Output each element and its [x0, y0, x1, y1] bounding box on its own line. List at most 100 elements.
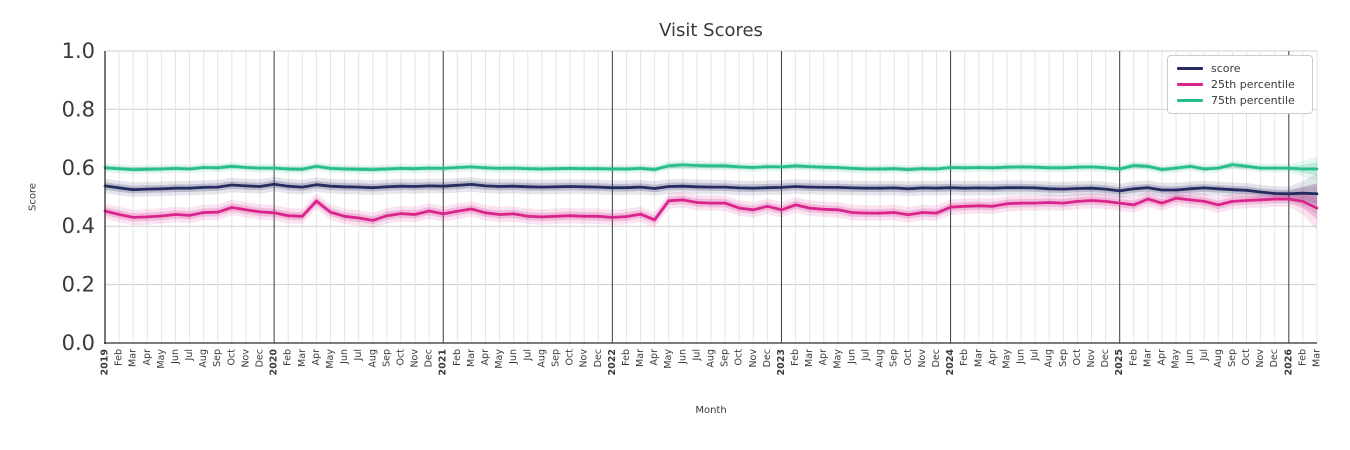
x-tick-label: Nov [748, 349, 759, 368]
x-tick-label: Feb [959, 349, 970, 366]
legend-item-75th-percentile: 75th percentile [1177, 94, 1303, 107]
x-tick-label: May [1001, 349, 1012, 369]
x-tick-label: Jun [1016, 349, 1027, 365]
x-tick-label: Sep [889, 349, 900, 367]
x-tick-label: Apr [818, 349, 829, 366]
y-axis-label: Score [27, 182, 39, 212]
x-tick-label: Jul [522, 349, 533, 361]
25th-percentile-line [103, 196, 1319, 222]
x-tick-label: Oct [565, 349, 576, 366]
x-tick-label: Dec [424, 349, 435, 367]
x-tick-label: Aug [536, 349, 547, 368]
x-tick-label: 2023 [776, 349, 787, 375]
x-tick-label: Aug [1213, 349, 1224, 368]
x-tick-label: Jun [170, 349, 181, 365]
x-tick-label: Apr [1156, 349, 1167, 366]
x-tick-label: Jun [1185, 349, 1196, 365]
x-tick-label: Sep [212, 349, 223, 367]
x-tick-label: Aug [706, 349, 717, 368]
x-tick-label: Mar [297, 349, 308, 367]
y-tick-label: 0.2 [62, 273, 95, 297]
x-tick-label: Dec [931, 349, 942, 367]
legend-label-25th-percentile: 25th percentile [1211, 78, 1295, 91]
x-tick-label: May [832, 349, 843, 369]
75th-percentile-band [105, 162, 1317, 176]
x-tick-label: Nov [240, 349, 251, 368]
x-tick-label: May [1171, 349, 1182, 369]
x-tick-label: Dec [593, 349, 604, 367]
x-tick-label: Jul [184, 349, 195, 361]
score-line-swatch-icon [1177, 67, 1203, 70]
x-tick-label: 2022 [607, 349, 618, 375]
x-tick-label: May [663, 349, 674, 369]
x-tick-label: Jun [508, 349, 519, 365]
x-tick-label: Mar [973, 349, 984, 367]
x-tick-label: Feb [452, 349, 463, 366]
25th-percentile-band [105, 194, 1317, 225]
score-band-outer [105, 173, 1317, 214]
x-tick-label: Jul [1030, 349, 1041, 361]
25th-percentile-band-outer [105, 186, 1317, 230]
x-tick-label: Jul [353, 349, 364, 361]
x-tick-label: Feb [114, 349, 125, 366]
x-tick-label: Jun [846, 349, 857, 365]
x-tick-label: Jul [691, 349, 702, 361]
x-tick-label: Feb [621, 349, 632, 366]
x-tick-label: Feb [1128, 349, 1139, 366]
x-tick-label: 2024 [945, 349, 956, 376]
x-tick-label: 2020 [269, 349, 280, 376]
x-tick-label: Nov [917, 349, 928, 368]
x-tick-label: Jul [1199, 349, 1210, 361]
x-tick-label: 2019 [100, 349, 111, 375]
x-tick-label: Apr [649, 349, 660, 366]
legend-label-75th-percentile: 75th percentile [1211, 94, 1295, 107]
score-line [103, 182, 1319, 196]
x-tick-label: Dec [255, 349, 266, 367]
x-tick-label: Mar [1312, 349, 1323, 367]
x-tick-label: Apr [987, 349, 998, 366]
x-tick-label: Mar [1142, 349, 1153, 367]
x-tick-label: Mar [128, 349, 139, 367]
y-tick-label: 0.6 [62, 156, 95, 180]
x-tick-label: Nov [1086, 349, 1097, 368]
x-tick-label: Sep [1058, 349, 1069, 367]
x-tick-label: Oct [734, 349, 745, 366]
25th-percentile-line-swatch-icon [1177, 83, 1203, 86]
x-tick-label: 2026 [1283, 349, 1294, 376]
y-tick-label: 0.4 [62, 214, 95, 238]
x-tick-label: Oct [395, 349, 406, 366]
x-tick-label: Nov [1255, 349, 1266, 368]
y-tick-label: 1.0 [62, 39, 95, 63]
x-tick-label: May [325, 349, 336, 369]
x-tick-label: Oct [903, 349, 914, 366]
x-tick-label: Feb [283, 349, 294, 366]
x-tick-label: Apr [311, 349, 322, 366]
x-tick-label: Mar [804, 349, 815, 367]
x-axis-label: Month [695, 405, 727, 416]
x-tick-label: 2021 [438, 349, 449, 375]
x-tick-label: Oct [226, 349, 237, 366]
75th-percentile-line [103, 163, 1319, 171]
x-tick-label: Nov [579, 349, 590, 368]
x-tick-label: Dec [762, 349, 773, 367]
x-tick-label: Oct [1241, 349, 1252, 366]
x-tick-label: Jun [339, 349, 350, 365]
y-tick-label: 0.0 [62, 331, 95, 355]
x-tick-label: Nov [410, 349, 421, 368]
x-tick-label: Apr [480, 349, 491, 366]
x-tick-label: Aug [367, 349, 378, 368]
legend-label-score: score [1211, 62, 1241, 75]
x-tick-label: Aug [875, 349, 886, 368]
x-tick-label: Jul [861, 349, 872, 361]
x-tick-label: Sep [1227, 349, 1238, 367]
x-tick-label: Dec [1269, 349, 1280, 367]
x-tick-label: Mar [635, 349, 646, 367]
x-tick-label: May [494, 349, 505, 369]
y-tick-label: 0.8 [62, 97, 95, 121]
x-tick-label: Sep [381, 349, 392, 367]
chart-title: Visit Scores [659, 20, 763, 41]
legend-item-25th-percentile: 25th percentile [1177, 78, 1303, 91]
75th-percentile-band-outer [105, 156, 1317, 182]
x-tick-label: Dec [1100, 349, 1111, 367]
